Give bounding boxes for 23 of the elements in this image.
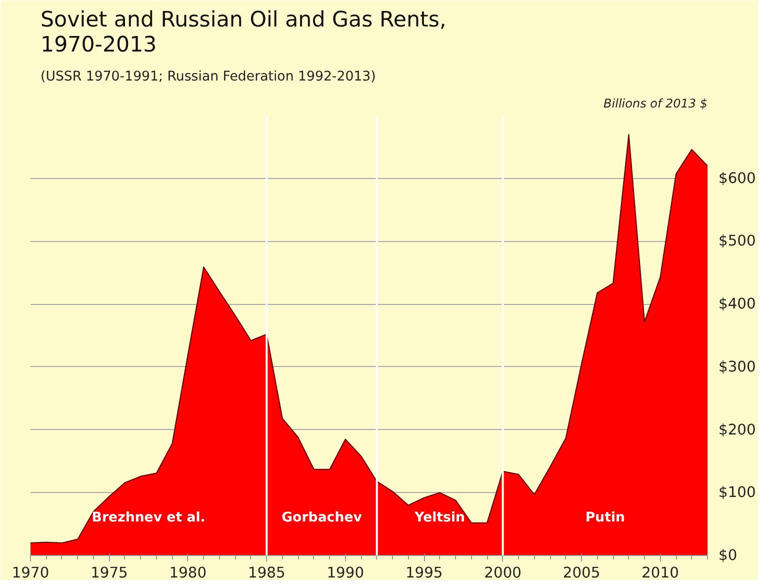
x-tick-label: 1980 (169, 564, 207, 582)
y-tick-label: $200 (718, 421, 756, 438)
y-tick-label: $600 (718, 170, 756, 187)
x-tick-label: 2005 (562, 564, 600, 582)
y-tick-label: $300 (718, 358, 756, 376)
x-tick-label: 1970 (12, 564, 50, 582)
annotation: Brezhnev et al. (92, 510, 206, 526)
x-tick-label: 1990 (326, 564, 364, 582)
y-tick-label: $0 (718, 547, 738, 564)
x-tick-label: 2010 (642, 564, 679, 582)
chart-subtitle: (USSR 1970-1991; Russian Federation 1992-2013) (40, 70, 376, 84)
y-tick-label: $500 (718, 232, 756, 250)
x-tick-label: 1975 (90, 564, 128, 582)
y-tick-label: $400 (718, 296, 756, 313)
y-axis-title: Billions of 2013 $ (604, 96, 708, 110)
annotation: Gorbachev (282, 510, 362, 526)
annotation: Yeltsin (414, 510, 466, 526)
x-tick-label: 1985 (248, 564, 286, 582)
annotation: Putin (585, 510, 626, 526)
x-tick-label: 1995 (405, 564, 443, 582)
y-tick-label: $100 (718, 484, 756, 502)
x-tick-label: 2000 (484, 564, 522, 582)
chart-title: Soviet and Russian Oil and Gas Rents, 1970-2013 (40, 8, 446, 58)
